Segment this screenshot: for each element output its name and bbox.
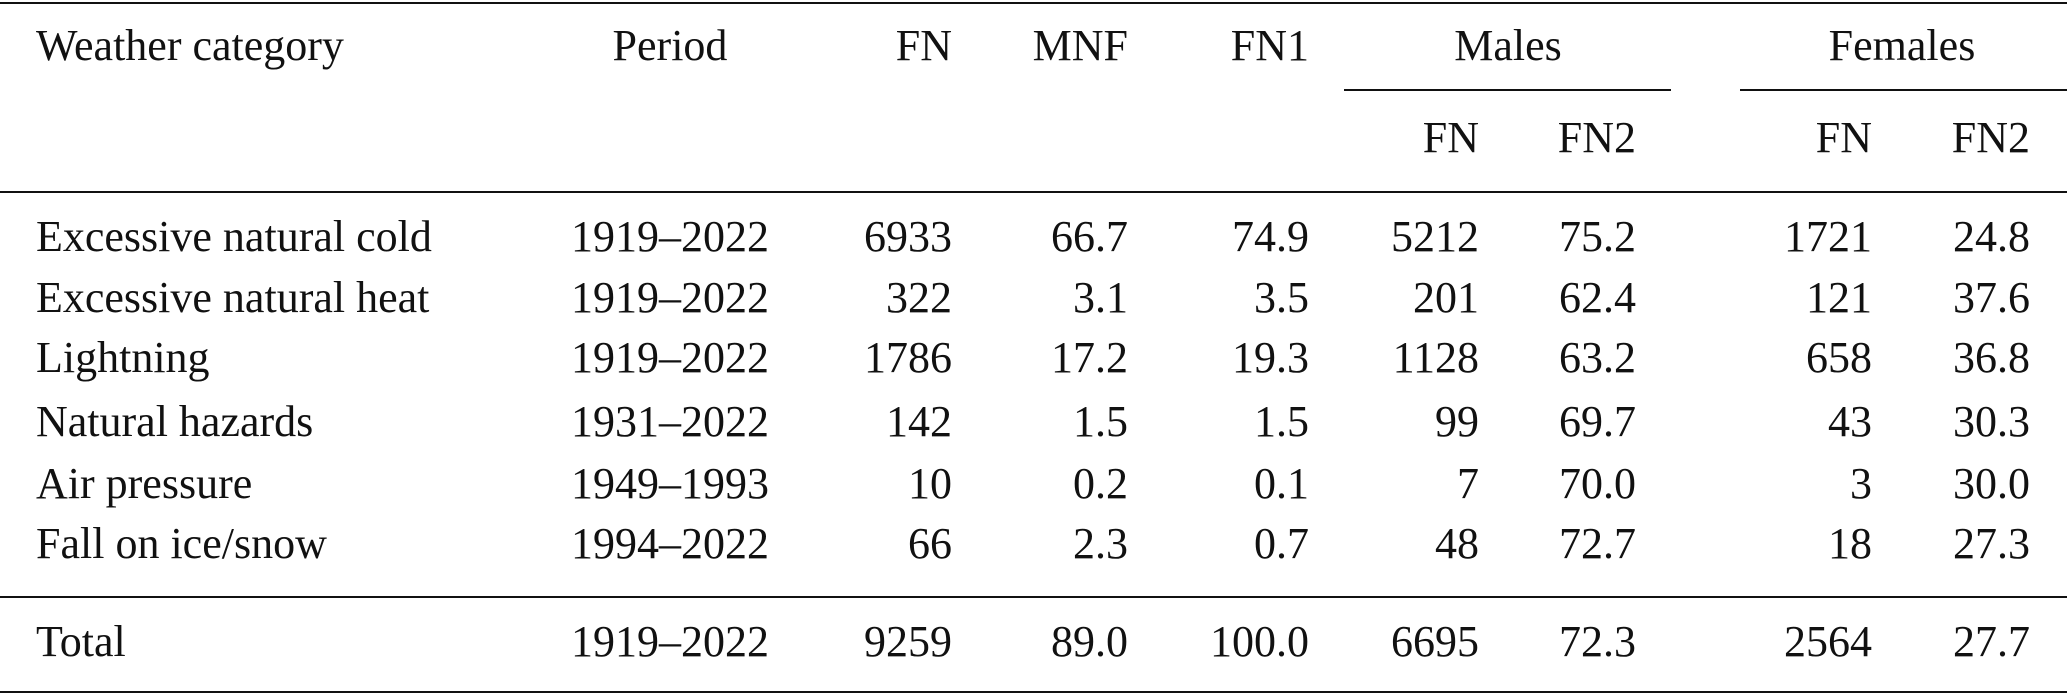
column-header: Period [612,21,728,70]
table-cell: 5212 [1391,212,1479,261]
table-cell: 18 [1828,519,1872,568]
table-cell: 1949–1993 [571,459,769,508]
table-cell: 3 [1850,459,1872,508]
table-cell: 48 [1435,519,1479,568]
table-cell: 27.3 [1953,519,2030,568]
table-cell: 322 [886,273,952,322]
sub-column-header: FN [1422,113,1479,162]
table-cell: 36.8 [1953,333,2030,382]
table-cell: 1.5 [1254,397,1309,446]
table-cell: 69.7 [1559,397,1636,446]
total-cell: 72.3 [1559,617,1636,666]
table-cell: 72.7 [1559,519,1636,568]
table-cell: 142 [886,397,952,446]
table-cell: 0.1 [1254,459,1309,508]
total-cell: 100.0 [1210,617,1309,666]
females-rule [1740,89,2067,91]
group-header: Males [1454,21,1562,70]
table-cell: 75.2 [1559,212,1636,261]
header-rule [0,191,2067,193]
row-label: Excessive natural heat [36,273,430,322]
total-label: Total [36,617,126,666]
column-header: Weather category [36,21,344,70]
table-cell: 30.3 [1953,397,2030,446]
row-label: Air pressure [36,459,253,508]
sub-column-header: FN2 [1557,113,1636,162]
table-cell: 62.4 [1559,273,1636,322]
row-label: Lightning [36,333,210,382]
total-cell: 27.7 [1953,617,2030,666]
total-cell: 89.0 [1051,617,1128,666]
table-cell: 1919–2022 [571,273,769,322]
bottom-rule [0,691,2067,693]
column-header: FN1 [1230,21,1309,70]
table-cell: 2.3 [1073,519,1128,568]
top-rule [0,2,2067,4]
table-cell: 1919–2022 [571,333,769,382]
table-cell: 1786 [864,333,952,382]
total-rule [0,596,2067,598]
table-cell: 63.2 [1559,333,1636,382]
table-cell: 3.5 [1254,273,1309,322]
column-header: MNF [1032,21,1128,70]
group-header: Females [1828,21,1976,70]
table-cell: 66.7 [1051,212,1128,261]
table-cell: 0.2 [1073,459,1128,508]
total-cell: 2564 [1784,617,1872,666]
table-cell: 1128 [1392,333,1479,382]
table-cell: 1994–2022 [571,519,769,568]
table-cell: 70.0 [1559,459,1636,508]
total-cell: 1919–2022 [571,617,769,666]
table-cell: 0.7 [1254,519,1309,568]
table-cell: 30.0 [1953,459,2030,508]
table-cell: 24.8 [1953,212,2030,261]
table-cell: 1.5 [1073,397,1128,446]
table-cell: 1919–2022 [571,212,769,261]
row-label: Excessive natural cold [36,212,432,261]
males-rule [1344,89,1671,91]
total-cell: 6695 [1391,617,1479,666]
total-cell: 9259 [864,617,952,666]
row-label: Natural hazards [36,397,314,446]
table-cell: 201 [1413,273,1479,322]
column-header: FN [895,21,952,70]
table-cell: 43 [1828,397,1872,446]
row-label: Fall on ice/snow [36,519,327,568]
table-cell: 658 [1806,333,1872,382]
table-cell: 17.2 [1051,333,1128,382]
table-cell: 74.9 [1232,212,1309,261]
table-cell: 3.1 [1073,273,1128,322]
table-cell: 37.6 [1953,273,2030,322]
table-cell: 66 [908,519,952,568]
table-cell: 10 [908,459,952,508]
table-cell: 121 [1806,273,1872,322]
table-cell: 1931–2022 [571,397,769,446]
table-cell: 19.3 [1232,333,1309,382]
sub-column-header: FN2 [1951,113,2030,162]
table-cell: 1721 [1784,212,1872,261]
table-cell: 99 [1435,397,1479,446]
table-cell: 7 [1457,459,1479,508]
sub-column-header: FN [1815,113,1872,162]
table-cell: 6933 [864,212,952,261]
